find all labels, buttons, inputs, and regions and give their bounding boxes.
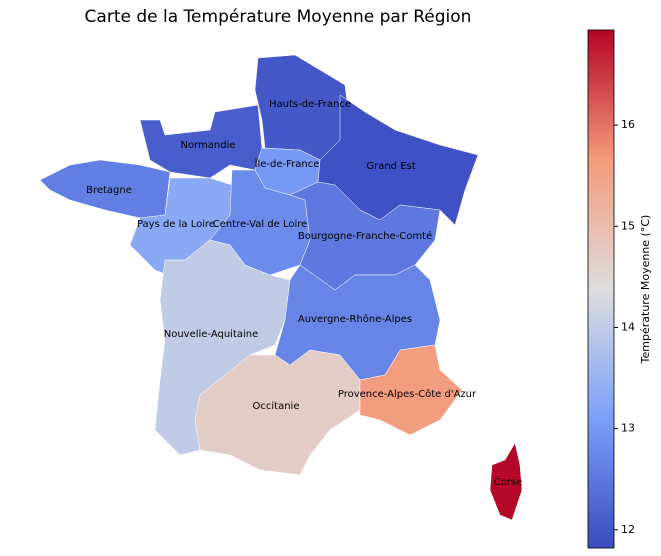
region-label: Bourgogne-Franche-Comté <box>298 230 432 242</box>
region <box>359 344 463 436</box>
region-label: Auvergne-Rhône-Alpes <box>298 313 412 325</box>
colorbar-label: Température Moyenne (°C) <box>639 215 652 365</box>
region-label: Normandie <box>180 140 235 151</box>
region <box>194 349 361 476</box>
region-label: Île-de-France <box>254 157 320 170</box>
region-label: Provence-Alpes-Côte d'Azur <box>338 388 477 400</box>
region-label: Centre-Val de Loire <box>213 219 308 230</box>
colorbar-tick-label: 12 <box>621 523 635 536</box>
colorbar-tick-label: 14 <box>621 320 635 333</box>
region-label: Corse <box>494 477 523 488</box>
labels: Hauts-de-France Normandie Île-de-France Gra… <box>86 99 522 488</box>
region-label: Bretagne <box>86 185 132 196</box>
region-label: Occitanie <box>253 401 300 412</box>
colorbar <box>587 29 615 549</box>
colorbar-tick-label: 16 <box>621 118 635 131</box>
map-title: Carte de la Température Moyenne par Régi… <box>85 7 472 27</box>
region <box>289 181 441 291</box>
region-label: Pays de la Loire <box>137 219 215 230</box>
region <box>489 442 523 521</box>
region-label: Nouvelle-Aquitaine <box>164 329 259 340</box>
regions <box>39 54 523 521</box>
region-label: Grand Est <box>366 161 415 172</box>
colorbar-tick-label: 15 <box>621 219 635 232</box>
region-label: Hauts-de-France <box>269 99 351 110</box>
colorbar-tick-label: 13 <box>621 422 635 435</box>
